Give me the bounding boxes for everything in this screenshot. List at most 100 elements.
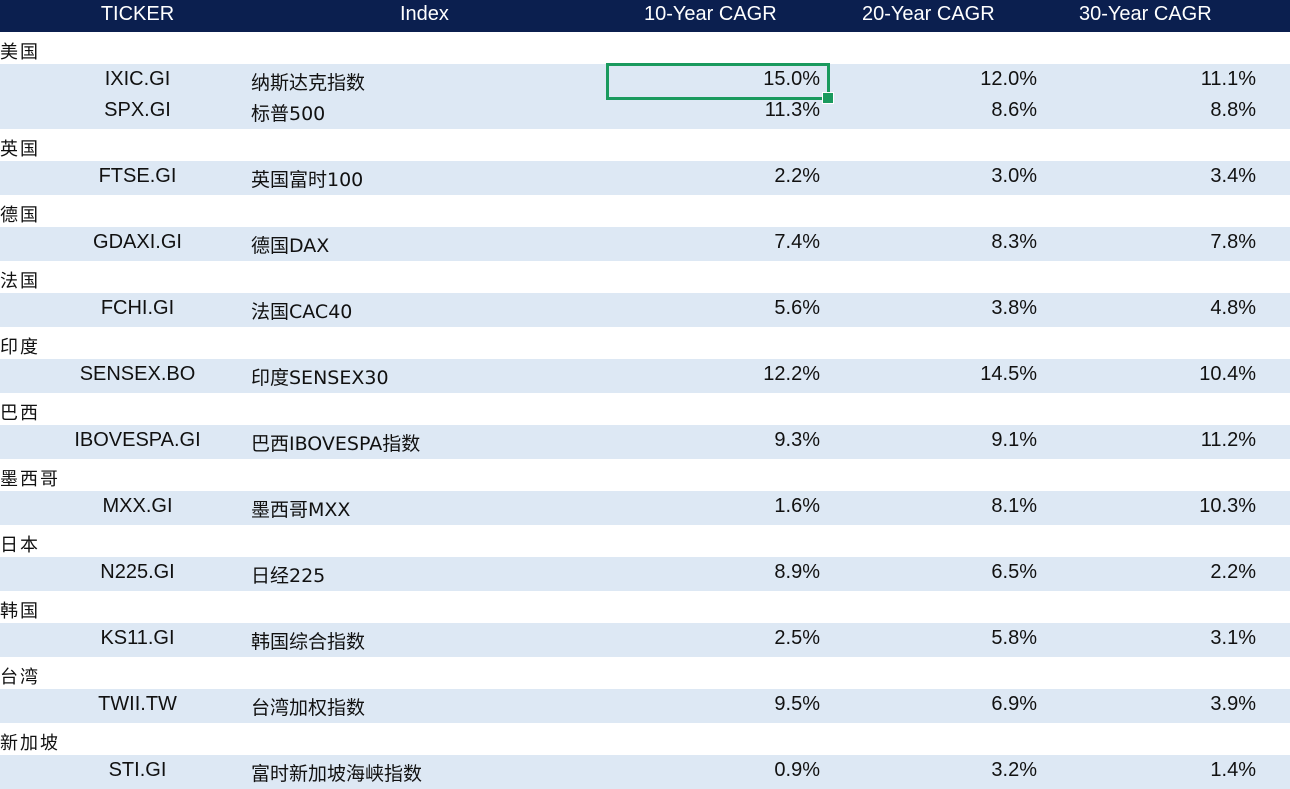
cagr-10y-cell[interactable]: 12.2% [763,363,820,385]
cagr-30y-cell[interactable]: 3.4% [1210,165,1256,187]
data-block: IBOVESPA.GI 巴西IBOVESPA指数 9.3% 9.1% 11.2% [0,425,1290,459]
cagr-20y-cell[interactable]: 14.5% [980,363,1037,385]
data-block: GDAXI.GI 德国DAX 7.4% 8.3% 7.8% [0,227,1290,261]
table-row: GDAXI.GI 德国DAX 7.4% 8.3% 7.8% [0,227,1290,258]
cagr-20y-cell[interactable]: 8.1% [991,495,1037,517]
group-label[interactable]: 墨西哥 [0,469,60,490]
group-label[interactable]: 印度 [0,337,40,358]
index-name-cell[interactable]: 日经225 [251,565,326,587]
cagr-10y-cell[interactable]: 9.5% [774,693,820,715]
ticker-cell[interactable]: KS11.GI [100,627,175,649]
index-name-cell[interactable]: 墨西哥MXX [251,499,351,521]
group-label[interactable]: 台湾 [0,667,40,688]
data-block: TWII.TW 台湾加权指数 9.5% 6.9% 3.9% [0,689,1290,723]
ticker-cell[interactable]: FCHI.GI [100,297,175,319]
index-name-cell[interactable]: 台湾加权指数 [251,697,366,719]
ticker-cell[interactable]: GDAXI.GI [93,231,182,253]
fill-handle[interactable] [822,92,834,104]
cagr-10y-cell[interactable]: 5.6% [774,297,820,319]
index-name-cell[interactable]: 法国CAC40 [251,301,353,323]
cagr-30y-cell[interactable]: 4.8% [1210,297,1256,319]
cagr-30y-cell[interactable]: 8.8% [1210,99,1256,121]
data-block: IXIC.GI 纳斯达克指数 15.0% 12.0% 11.1% SPX.GI 标普500 1… [0,64,1290,129]
ticker-cell[interactable]: MXX.GI [102,495,173,517]
cagr-10y-cell[interactable]: 8.9% [774,561,820,583]
cagr-30y-cell[interactable]: 3.1% [1210,627,1256,649]
cagr-30y-cell[interactable]: 7.8% [1210,231,1256,253]
cagr-20y-cell[interactable]: 6.5% [991,561,1037,583]
data-block: FCHI.GI 法国CAC40 5.6% 3.8% 4.8% [0,293,1290,327]
cagr-20y-cell[interactable]: 3.2% [991,759,1037,781]
header-ticker[interactable]: TICKER [100,3,175,25]
cagr-20y-cell[interactable]: 12.0% [980,68,1037,90]
index-name-cell[interactable]: 纳斯达克指数 [251,72,366,94]
index-name-cell[interactable]: 德国DAX [251,235,330,257]
group-label-row: 墨西哥 [0,459,1290,491]
data-block: N225.GI 日经225 8.9% 6.5% 2.2% [0,557,1290,591]
cagr-20y-cell[interactable]: 6.9% [991,693,1037,715]
ticker-cell[interactable]: N225.GI [100,561,175,583]
cagr-20y-cell[interactable]: 3.8% [991,297,1037,319]
header-index[interactable]: Index [400,3,449,25]
cagr-20y-cell[interactable]: 3.0% [991,165,1037,187]
cagr-30y-cell[interactable]: 10.4% [1199,363,1256,385]
group-label-row: 韩国 [0,591,1290,623]
group-label[interactable]: 日本 [0,535,40,556]
cagr-10y-cell[interactable]: 9.3% [774,429,820,451]
cagr-30y-cell[interactable]: 1.4% [1210,759,1256,781]
cagr-20y-cell[interactable]: 8.6% [991,99,1037,121]
data-block: STI.GI 富时新加坡海峡指数 0.9% 3.2% 1.4% [0,755,1290,789]
table-row: N225.GI 日经225 8.9% 6.5% 2.2% [0,557,1290,588]
ticker-cell[interactable]: TWII.TW [98,693,177,715]
group-label-row: 印度 [0,327,1290,359]
cagr-10y-cell[interactable]: 0.9% [774,759,820,781]
group-label-row: 英国 [0,129,1290,161]
ticker-cell[interactable]: IXIC.GI [104,68,171,90]
index-name-cell[interactable]: 韩国综合指数 [251,631,366,653]
cagr-10y-cell[interactable]: 2.2% [774,165,820,187]
cagr-30y-cell[interactable]: 11.1% [1200,68,1256,90]
group-label[interactable]: 美国 [0,42,40,63]
cagr-20y-cell[interactable]: 5.8% [991,627,1037,649]
table-row: TWII.TW 台湾加权指数 9.5% 6.9% 3.9% [0,689,1290,720]
index-name-cell[interactable]: 印度SENSEX30 [251,367,389,389]
cagr-10y-cell[interactable]: 15.0% [763,68,820,90]
data-block: SENSEX.BO 印度SENSEX30 12.2% 14.5% 10.4% [0,359,1290,393]
table-row: SPX.GI 标普500 11.3% 8.6% 8.8% [0,95,1290,126]
data-block: FTSE.GI 英国富时100 2.2% 3.0% 3.4% [0,161,1290,195]
index-name-cell[interactable]: 富时新加坡海峡指数 [251,763,423,785]
cagr-20y-cell[interactable]: 8.3% [991,231,1037,253]
group-label-row: 法国 [0,261,1290,293]
cagr-10y-cell[interactable]: 1.6% [774,495,820,517]
ticker-cell[interactable]: STI.GI [108,759,167,781]
header-10-year-cagr[interactable]: 10-Year CAGR [644,3,777,25]
cagr-20y-cell[interactable]: 9.1% [991,429,1037,451]
group-label[interactable]: 英国 [0,139,40,160]
cagr-10y-cell[interactable]: 7.4% [774,231,820,253]
table-row: STI.GI 富时新加坡海峡指数 0.9% 3.2% 1.4% [0,755,1290,786]
table-row: FCHI.GI 法国CAC40 5.6% 3.8% 4.8% [0,293,1290,324]
ticker-cell[interactable]: IBOVESPA.GI [74,429,201,451]
header-20-year-cagr[interactable]: 20-Year CAGR [862,3,995,25]
index-name-cell[interactable]: 巴西IBOVESPA指数 [251,433,421,455]
cagr-30y-cell[interactable]: 3.9% [1210,693,1256,715]
group-label[interactable]: 巴西 [0,403,40,424]
header-30-year-cagr[interactable]: 30-Year CAGR [1079,3,1212,25]
index-name-cell[interactable]: 标普500 [251,103,326,125]
group-label[interactable]: 韩国 [0,601,40,622]
ticker-cell[interactable]: SENSEX.BO [79,363,196,385]
cagr-30y-cell[interactable]: 2.2% [1210,561,1256,583]
group-label[interactable]: 德国 [0,205,40,226]
group-label[interactable]: 法国 [0,271,40,292]
cagr-30y-cell[interactable]: 10.3% [1199,495,1256,517]
ticker-cell[interactable]: SPX.GI [104,99,171,121]
table-row: FTSE.GI 英国富时100 2.2% 3.0% 3.4% [0,161,1290,192]
cagr-30y-cell[interactable]: 11.2% [1200,429,1256,451]
cagr-10y-cell[interactable]: 2.5% [774,627,820,649]
group-label[interactable]: 新加坡 [0,733,60,754]
group-label-row: 美国 [0,32,1290,64]
group-label-row: 台湾 [0,657,1290,689]
cagr-10y-cell[interactable]: 11.3% [764,99,820,121]
ticker-cell[interactable]: FTSE.GI [98,165,177,187]
index-name-cell[interactable]: 英国富时100 [251,169,364,191]
